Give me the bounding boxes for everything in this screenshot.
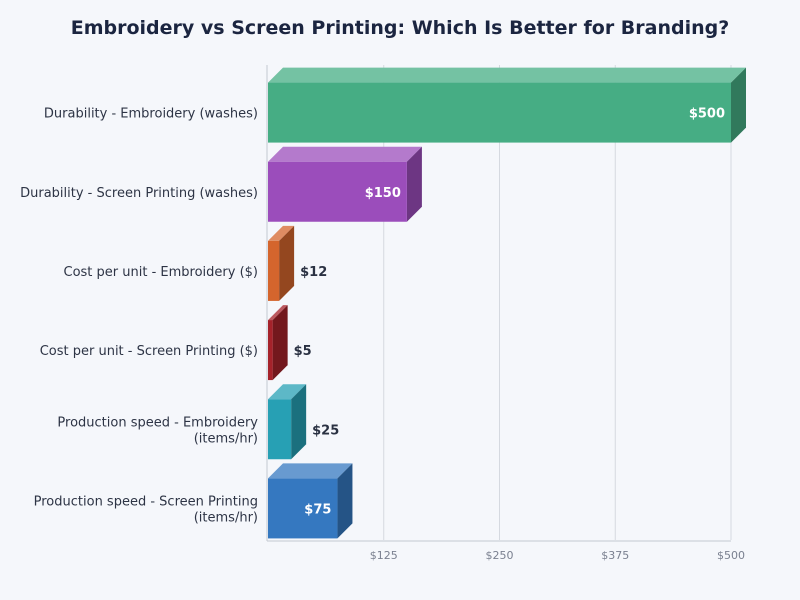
bar-top-face [268,305,288,321]
data-label: $75 [304,502,331,517]
category-label-line: Production speed - Screen Printing [34,494,258,509]
category-label: Production speed - Screen Printing (items… [34,494,258,525]
category-label-line: Cost per unit - Screen Printing ($) [40,344,258,359]
category-label-line: Cost per unit - Embroidery ($) [64,265,259,280]
category-label: Production speed - Embroidery (items/hr) [57,415,258,446]
bar-side-face [337,463,353,539]
category-label-line: Durability - Embroidery (washes) [44,107,258,122]
bar-top-face [268,146,422,162]
category-label: Durability - Screen Printing (washes) [20,186,258,201]
data-label: $5 [294,344,312,359]
data-label: $25 [312,423,339,438]
x-tick-label: $250 [486,549,514,562]
chart-title: Embroidery vs Screen Printing: Which Is … [71,17,730,39]
bar-top-face [268,384,307,400]
category-label: Cost per unit - Screen Printing ($) [40,344,258,359]
bar-side-face [291,384,307,460]
bar-top-face [268,463,353,479]
bar-side-face [406,146,422,222]
bar [268,399,292,460]
category-label: Cost per unit - Embroidery ($) [64,265,259,280]
bar [268,478,338,539]
bar [268,320,273,381]
data-label: $150 [365,186,401,201]
bar-side-face [731,67,746,143]
bar-side-face [279,225,295,301]
x-tick-label: $500 [717,549,745,562]
data-label: $500 [689,107,725,122]
category-label-line: Production speed - Embroidery [57,415,258,430]
bar [268,240,280,301]
x-tick-label: $125 [370,549,398,562]
bar [268,82,731,143]
bar-top-face [268,67,746,83]
bar-top-face [268,225,295,241]
data-label: $12 [300,265,327,280]
category-label-line: (items/hr) [194,510,258,525]
bar [268,161,407,222]
x-tick-label: $375 [601,549,629,562]
category-label-line: Durability - Screen Printing (washes) [20,186,258,201]
category-label-line: (items/hr) [194,431,258,446]
category-label: Durability - Embroidery (washes) [44,107,258,122]
bar-side-face [272,305,288,381]
